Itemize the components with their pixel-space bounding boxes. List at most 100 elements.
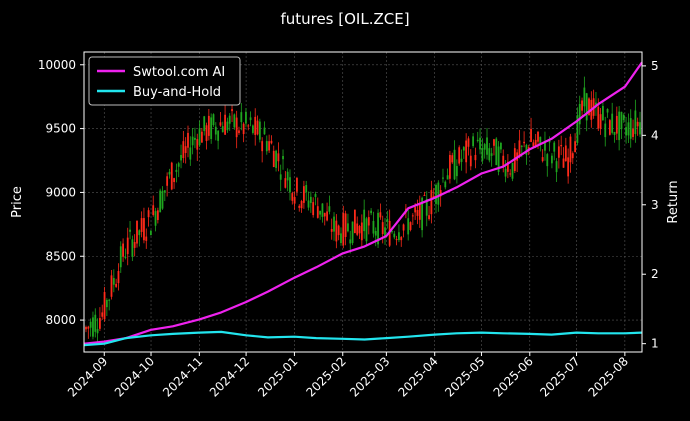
candle-body xyxy=(588,98,590,116)
right-tick-label: 4 xyxy=(651,128,659,142)
candle-body xyxy=(439,190,442,197)
candle-body xyxy=(126,237,129,255)
y-axis-label-right: Return xyxy=(666,180,681,223)
candle-body xyxy=(291,193,294,201)
series-line-1 xyxy=(83,330,643,347)
candle-body xyxy=(632,128,634,137)
candle-body xyxy=(606,109,609,113)
x-tick-label: 2024-10 xyxy=(112,354,157,399)
candle-body xyxy=(349,239,352,244)
candle-body xyxy=(358,226,361,234)
candle-body xyxy=(381,222,384,235)
candle-body xyxy=(233,114,236,128)
candle-body xyxy=(525,144,528,155)
candle-body xyxy=(446,175,449,180)
candle-body xyxy=(576,115,579,143)
x-tick-label: 2024-11 xyxy=(160,354,205,399)
candle-body xyxy=(520,145,523,147)
candle-body xyxy=(196,139,199,150)
candle-body xyxy=(379,212,382,218)
candle-body xyxy=(351,221,354,244)
candle-body xyxy=(386,218,389,222)
candle-body xyxy=(161,190,164,209)
candle-body xyxy=(367,217,370,226)
candle-body xyxy=(585,93,588,121)
candle-body xyxy=(263,127,266,135)
candle-body xyxy=(500,142,502,150)
candle-body xyxy=(504,168,507,177)
candle-body xyxy=(326,211,328,221)
candle-body xyxy=(421,197,424,231)
candle-body xyxy=(245,111,247,124)
left-tick-label: 8500 xyxy=(45,249,76,263)
candle-body xyxy=(636,121,639,127)
candle-body xyxy=(602,105,604,121)
candle-body xyxy=(372,220,375,234)
candle-body xyxy=(555,161,558,173)
candle-body xyxy=(465,140,468,163)
grid xyxy=(84,52,642,352)
candle-body xyxy=(330,228,333,232)
candle-body xyxy=(608,120,611,135)
candle-body xyxy=(302,186,305,203)
candle-body xyxy=(479,137,481,150)
candle-body xyxy=(509,173,512,175)
candle-body xyxy=(490,153,493,156)
candle-body xyxy=(279,174,282,180)
candle-body xyxy=(488,148,491,161)
legend: Swtool.com AI Buy-and-Hold xyxy=(88,56,241,106)
candle-body xyxy=(87,326,90,329)
candle-body xyxy=(231,109,233,112)
candle-body xyxy=(486,137,488,155)
x-axis: 2024-09 2024-10 2024-11 2024-12 2025-01 2025-… xyxy=(65,352,631,400)
candle-body xyxy=(138,230,141,236)
candle-body xyxy=(207,115,210,136)
x-tick-label: 2025-07 xyxy=(537,354,582,399)
candle-body xyxy=(319,210,322,215)
candle-body xyxy=(539,136,542,145)
candle-body xyxy=(305,185,308,193)
candle-body xyxy=(395,239,398,241)
candle-body xyxy=(595,102,597,105)
candle-body xyxy=(560,144,563,147)
candle-body xyxy=(254,116,257,135)
candle-body xyxy=(228,115,231,124)
candle-body xyxy=(184,146,187,154)
candle-body xyxy=(312,202,315,216)
candle-body xyxy=(455,166,458,177)
candle-body xyxy=(168,171,171,175)
candle-body xyxy=(133,242,136,248)
candle-body xyxy=(604,123,607,138)
candle-body xyxy=(497,146,500,172)
candle-body xyxy=(122,243,124,257)
candle-body xyxy=(360,222,363,241)
candle-body xyxy=(275,150,277,169)
candle-body xyxy=(425,198,428,216)
candle-body xyxy=(119,246,122,268)
candle-body xyxy=(442,177,444,179)
candle-body xyxy=(398,232,400,241)
candle-body xyxy=(180,155,182,161)
x-tick-label: 2025-08 xyxy=(586,354,631,399)
candle-body xyxy=(502,155,505,167)
candle-body xyxy=(224,114,226,135)
candle-body xyxy=(333,216,335,232)
candle-body xyxy=(518,140,521,158)
x-tick-label: 2025-03 xyxy=(347,354,392,399)
left-tick-label: 9000 xyxy=(45,185,76,199)
candle-body xyxy=(96,329,99,334)
candle-body xyxy=(205,125,208,141)
legend-label-ai: Swtool.com AI xyxy=(133,65,225,80)
candle-body xyxy=(583,87,586,107)
candle-body xyxy=(238,130,240,133)
candle-body xyxy=(618,111,621,141)
candle-body xyxy=(581,100,583,111)
candle-body xyxy=(265,141,268,152)
candle-body xyxy=(268,141,271,151)
candle-body xyxy=(112,278,115,285)
candle-body xyxy=(261,141,264,152)
candle-body xyxy=(194,137,196,140)
candle-body xyxy=(258,121,261,140)
candle-body xyxy=(117,271,120,284)
candle-body xyxy=(187,132,189,148)
